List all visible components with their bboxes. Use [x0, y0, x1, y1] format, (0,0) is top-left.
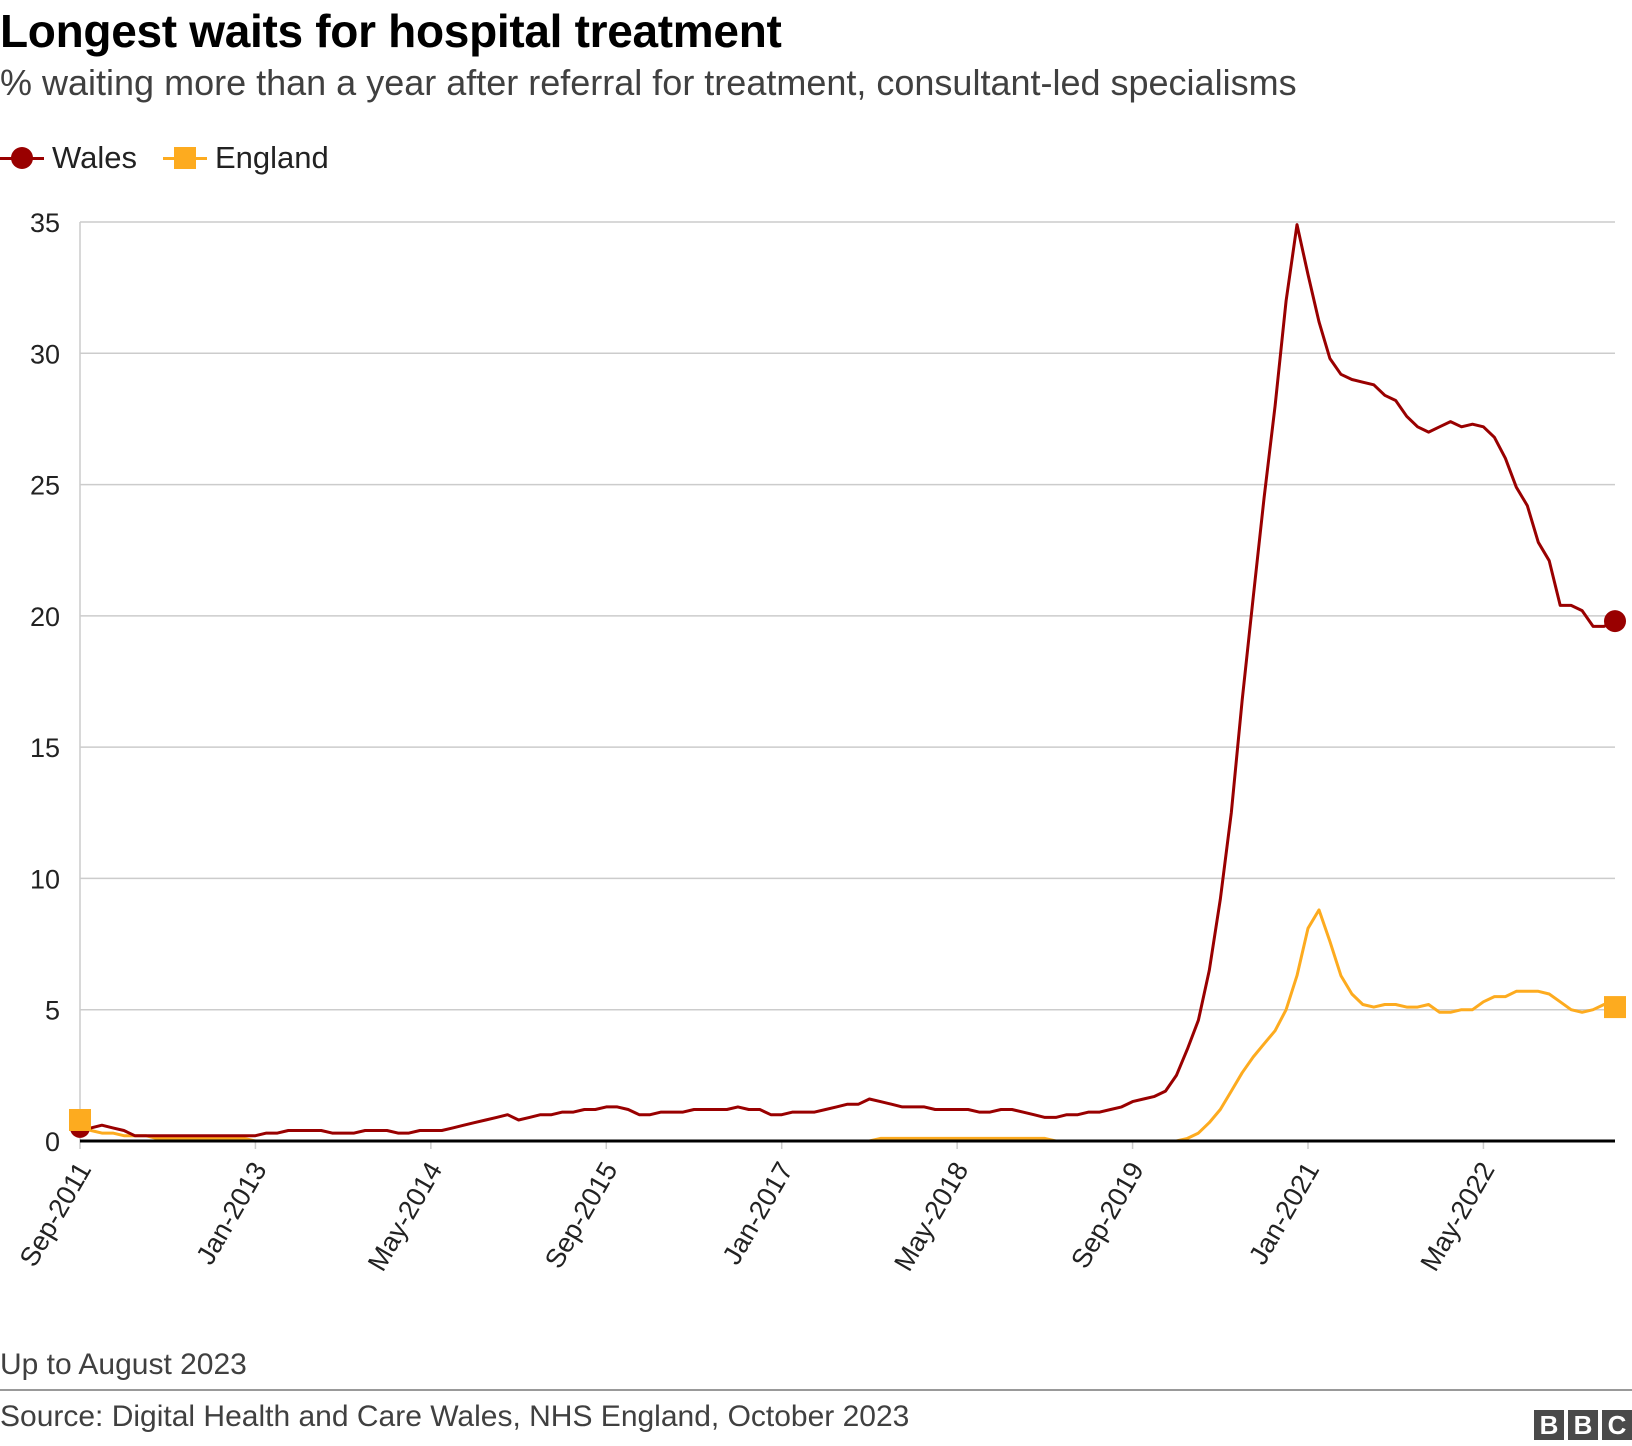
y-tick-label: 25	[30, 471, 60, 501]
bbc-logo-letter: B	[1568, 1410, 1598, 1440]
x-tick-label: Jan-2013	[190, 1157, 272, 1270]
england-end-marker	[1604, 996, 1626, 1019]
legend-england-label: England	[214, 140, 329, 175]
bbc-logo-letter: C	[1602, 1410, 1632, 1440]
chart-title: Longest waits for hospital treatment	[0, 5, 782, 57]
source-text: Source: Digital Health and Care Wales, N…	[0, 1400, 910, 1433]
legend-wales-label: Wales	[52, 140, 137, 175]
legend: Wales England	[0, 138, 355, 178]
footer-divider	[0, 1389, 1632, 1391]
y-tick-label: 35	[30, 208, 60, 238]
bbc-logo-letter: B	[1534, 1410, 1564, 1440]
x-tick-label: Jan-2021	[1243, 1157, 1325, 1270]
line-chart: 0 5 10 15 20 25 30 35 Sep-2011 Jan-2013 May-2014 Se…	[14, 208, 1626, 1276]
x-tick-label: May-2022	[1415, 1157, 1501, 1276]
x-tick-label: Sep-2019	[1065, 1157, 1150, 1273]
legend-item-wales: Wales	[0, 138, 137, 178]
bbc-logo: B B C	[1530, 1410, 1632, 1440]
wales-series-line	[80, 223, 1616, 1138]
chart-subtitle: % waiting more than a year after referra…	[0, 62, 1297, 103]
x-tick-label: May-2018	[888, 1157, 974, 1276]
y-tick-label: 15	[30, 733, 60, 763]
x-tick-label: May-2014	[362, 1157, 448, 1276]
y-tick-label: 10	[30, 864, 60, 894]
y-tick-label: 0	[45, 1127, 60, 1157]
x-tick-label: Sep-2015	[539, 1157, 624, 1273]
y-tick-label: 20	[30, 602, 60, 632]
legend-item-england: England	[162, 138, 329, 178]
chart-note: Up to August 2023	[0, 1348, 247, 1381]
legend-wales-marker-icon	[0, 138, 44, 178]
x-tick-label: Jan-2017	[717, 1157, 799, 1270]
x-tick-label: Sep-2011	[14, 1157, 98, 1272]
y-tick-label: 5	[45, 996, 60, 1026]
england-start-marker	[69, 1108, 91, 1131]
y-tick-label: 30	[30, 339, 60, 369]
legend-england-marker-icon	[162, 138, 207, 178]
wales-end-marker	[1604, 610, 1626, 633]
england-series-line	[78, 908, 1626, 1143]
